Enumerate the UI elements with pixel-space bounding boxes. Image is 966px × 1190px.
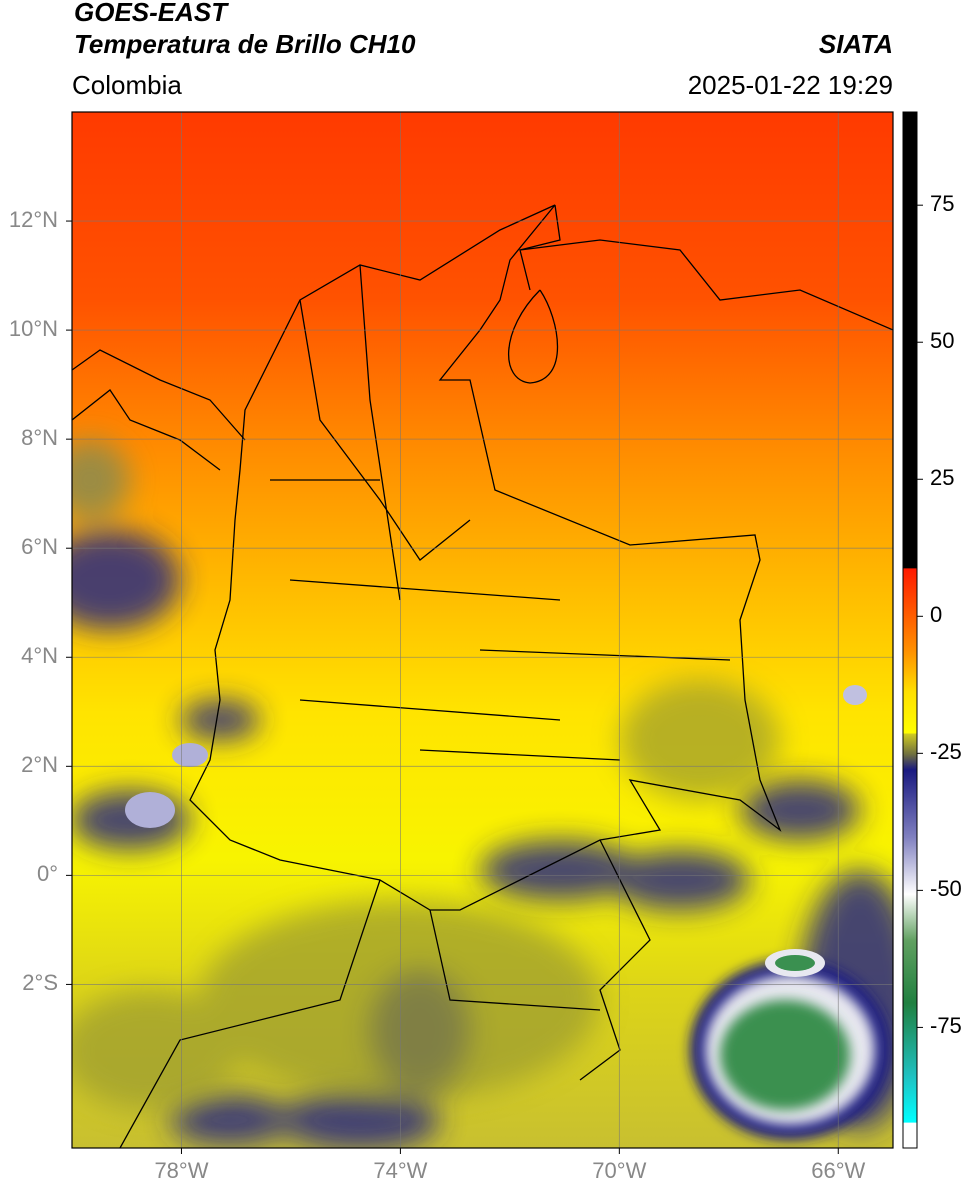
datetime: 2025-01-22 19:29 bbox=[688, 70, 893, 100]
y-tick-label: 4°N bbox=[21, 643, 58, 668]
satellite-image bbox=[72, 112, 893, 1148]
x-tick-label: 78°W bbox=[154, 1158, 208, 1183]
colorbar-tick-label: 0 bbox=[930, 602, 942, 627]
grid bbox=[72, 112, 893, 1148]
colorbar bbox=[902, 111, 918, 1149]
colorbar-tick-label: 25 bbox=[930, 465, 954, 490]
map-frame bbox=[71, 111, 894, 1149]
x-tick-label: 66°W bbox=[811, 1158, 865, 1183]
x-tick-label: 70°W bbox=[592, 1158, 646, 1183]
subtitle: Temperatura de Brillo CH10 bbox=[74, 29, 416, 59]
title: GOES-EAST bbox=[74, 0, 229, 27]
labels: 78°W 74°W 70°W 66°W 12°N 10°N 8°N 6°N 4°N 2°N 0° 2°… bbox=[9, 191, 962, 1183]
y-tick-label: 12°N bbox=[9, 207, 58, 232]
colorbar-tick-label: -50 bbox=[930, 876, 962, 901]
source: SIATA bbox=[819, 29, 893, 59]
colorbar-tick-label: -75 bbox=[930, 1013, 962, 1038]
y-tick-label: 10°N bbox=[9, 316, 58, 341]
colorbar-tick-label: 75 bbox=[930, 191, 954, 216]
x-tick-label: 74°W bbox=[373, 1158, 427, 1183]
y-tick-label: 0° bbox=[37, 861, 58, 886]
y-tick-label: 2°N bbox=[21, 752, 58, 777]
colorbar-tick-label: -25 bbox=[930, 739, 962, 764]
y-tick-label: 6°N bbox=[21, 534, 58, 559]
y-tick-label: 2°S bbox=[22, 970, 58, 995]
y-tick-label: 8°N bbox=[21, 425, 58, 450]
colorbar-tick-label: 50 bbox=[930, 328, 954, 353]
region: Colombia bbox=[72, 70, 182, 100]
